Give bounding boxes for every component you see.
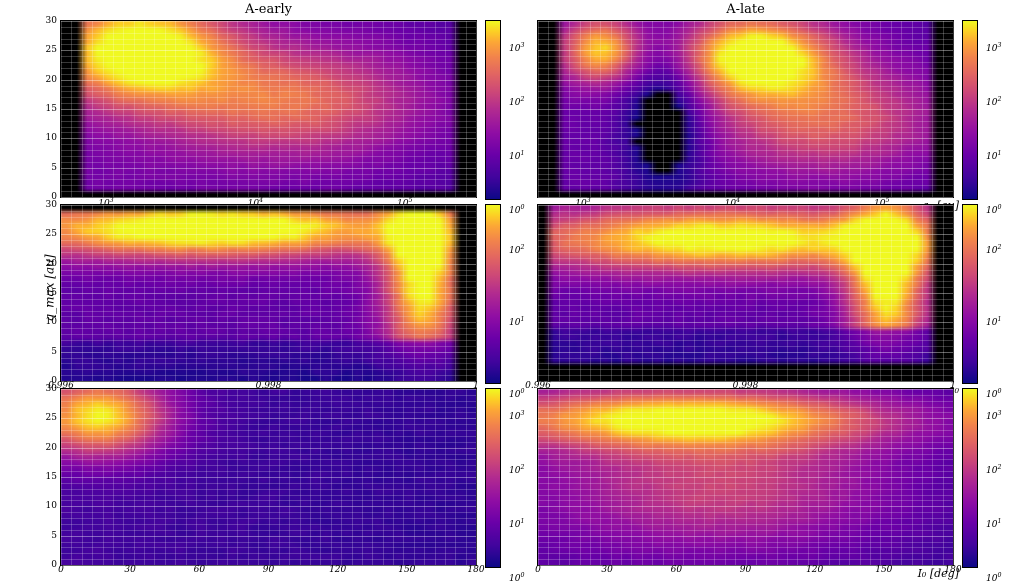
colorbar-1-1: 100101102	[962, 204, 984, 382]
panel-a-early-I0: 051015202530 0306090120150180 1001011021…	[60, 388, 507, 566]
figure: q_max [au] A-early 051015202530 10310410…	[0, 0, 1024, 576]
col-title-left: A-early	[60, 2, 477, 17]
xticks: 0306090120150180	[538, 565, 953, 579]
colorbar-0-1: 100101102103	[962, 20, 984, 198]
panel-a-early-e0: 051015202530 0.9960.9981 100101102	[60, 204, 507, 382]
xticks: 0306090120150180	[61, 565, 476, 579]
yticks: 051015202530	[35, 205, 59, 381]
colorbar-2-0: 100101102103	[485, 388, 507, 566]
heatmap-1-1: 0.9960.9981 e₀	[537, 204, 954, 382]
panel-a-late-I0: 0306090120150180 I₀ [deg] 100101102103	[537, 388, 984, 566]
panel-grid: A-early 051015202530 103104105 100101102…	[60, 20, 984, 566]
colorbar-1-0: 100101102	[485, 204, 507, 382]
col-title-right: A-late	[537, 2, 954, 17]
heatmap-0-1: 103104105 a₀ [au]	[537, 20, 954, 198]
heatmap-0-0: 051015202530 103104105	[60, 20, 477, 198]
panel-a-late-a0: A-late 103104105 a₀ [au] 100101102103	[537, 20, 984, 198]
colorbar-2-1: 100101102103	[962, 388, 984, 566]
yticks: 051015202530	[35, 21, 59, 197]
xlabel-I0: I₀ [deg]	[918, 567, 959, 580]
yticks: 051015202530	[35, 389, 59, 565]
colorbar-0-0: 100101102103	[485, 20, 507, 198]
heatmap-2-0: 051015202530 0306090120150180	[60, 388, 477, 566]
panel-a-late-e0: 0.9960.9981 e₀ 100101102	[537, 204, 984, 382]
heatmap-2-1: 0306090120150180 I₀ [deg]	[537, 388, 954, 566]
panel-a-early-a0: A-early 051015202530 103104105 100101102…	[60, 20, 507, 198]
heatmap-1-0: 051015202530 0.9960.9981	[60, 204, 477, 382]
